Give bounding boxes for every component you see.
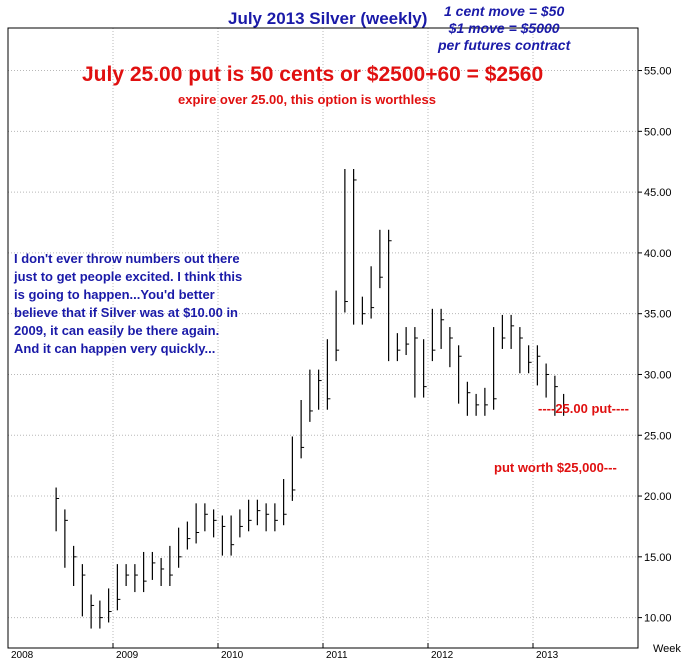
quote-line: I don't ever throw numbers out there <box>14 251 240 266</box>
y-axis: 10.00 15.00 20.00 25.00 30.00 35.00 40.00 45.00… <box>638 66 672 625</box>
quote-line: is going to happen...You'd better <box>14 287 215 302</box>
put-worth-label: put worth $25,000--- <box>494 460 617 475</box>
price-bars <box>55 169 567 629</box>
quote-line: just to get people excited. I think this <box>14 269 243 284</box>
y-tick-label: 20.00 <box>644 491 672 503</box>
chart-title: July 2013 Silver (weekly) <box>228 9 428 28</box>
x-tick-label: 2011 <box>326 650 348 660</box>
y-tick-label: 40.00 <box>644 248 672 260</box>
unit-note-line: per futures contract <box>438 37 571 53</box>
put-level-label: ----25.00 put---- <box>538 401 629 416</box>
subheadline: expire over 25.00, this option is worthl… <box>178 92 436 107</box>
y-tick-label: 25.00 <box>644 430 672 442</box>
headline: July 25.00 put is 50 cents or $2500+60 =… <box>82 63 544 86</box>
quote-line: And it can happen very quickly... <box>14 341 216 356</box>
y-tick-label: 45.00 <box>644 187 672 199</box>
unit-note-line: 1 cent move = $50 <box>444 3 565 19</box>
unit-note-line: $1 move = $5000 <box>448 20 560 36</box>
quote: I don't ever throw numbers out there jus… <box>14 250 242 358</box>
x-axis: 2008 2009 2010 2011 2012 2013 <box>7 643 559 660</box>
x-tick-label: 2009 <box>116 650 139 660</box>
unit-note: 1 cent move = $50 $1 move = $5000 per fu… <box>438 3 570 54</box>
y-tick-label: 50.00 <box>644 126 672 138</box>
quote-line: 2009, it can easily be there again. <box>14 323 220 338</box>
x-tick-label: 2012 <box>431 650 454 660</box>
y-tick-label: 10.00 <box>644 613 672 625</box>
x-tick-label: 2010 <box>221 650 244 660</box>
x-axis-label: Week <box>653 643 681 655</box>
y-tick-label: 15.00 <box>644 552 672 564</box>
x-tick-label: 2013 <box>536 650 559 660</box>
x-tick-label: 2008 <box>11 650 34 660</box>
y-tick-label: 55.00 <box>644 66 672 78</box>
quote-line: believe that if Silver was at $10.00 in <box>14 305 238 320</box>
y-tick-label: 30.00 <box>644 369 672 381</box>
y-tick-label: 35.00 <box>644 309 672 321</box>
